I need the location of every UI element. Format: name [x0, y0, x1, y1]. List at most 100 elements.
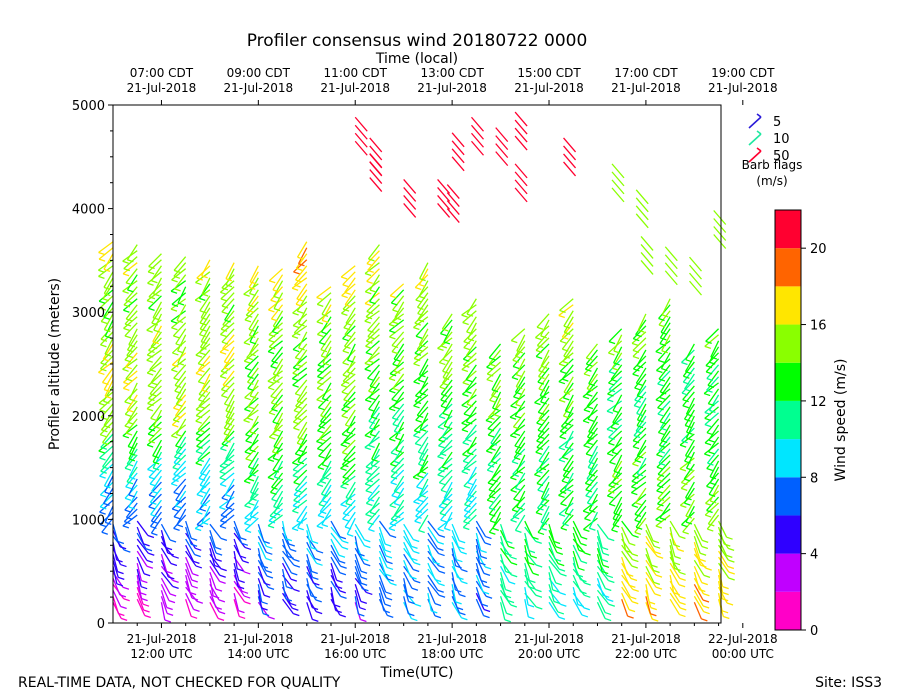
wind-barb — [669, 575, 675, 593]
wind-barb-flag — [513, 498, 520, 502]
wind-barb — [486, 361, 502, 375]
wind-barb-flag — [532, 536, 539, 540]
wind-barb-flag — [362, 558, 369, 562]
wind-barb-flag — [678, 584, 686, 588]
wind-barb — [442, 397, 453, 414]
wind-barb-flag — [560, 503, 567, 507]
wind-barb-flag — [413, 435, 420, 439]
wind-barb-flag — [343, 441, 350, 445]
wind-barb — [244, 307, 259, 321]
y-tick-label: 5000 — [72, 99, 105, 114]
wind-barb-flag — [636, 425, 644, 429]
wind-barb-flag — [702, 605, 710, 609]
wind-barb-flag — [414, 443, 422, 447]
wind-barb — [596, 602, 606, 619]
wind-barb — [540, 319, 550, 337]
wind-barb-flag — [104, 389, 111, 393]
wind-barb — [243, 349, 259, 362]
wind-barb-flag — [635, 526, 643, 530]
wind-barb — [684, 409, 695, 426]
wind-barb — [475, 592, 485, 610]
wind-barb-flag — [342, 482, 349, 486]
wind-barb-flag — [124, 497, 132, 501]
wind-barb-flag — [607, 453, 614, 457]
wind-barb — [294, 439, 308, 455]
wind-barb-flag — [368, 444, 375, 448]
wind-barb-flag — [679, 613, 686, 618]
wind-barb — [462, 346, 477, 360]
wind-barb-flag — [320, 414, 327, 419]
wind-barb — [196, 481, 211, 496]
wind-barb-flag — [336, 579, 343, 583]
wind-barb-flag — [707, 528, 714, 532]
wind-barb — [548, 559, 562, 575]
wind-barb-flag — [443, 425, 451, 429]
wind-barb — [175, 388, 187, 405]
wind-barb — [281, 562, 292, 580]
wind-barb — [247, 451, 259, 468]
legend-label: 5 — [773, 115, 781, 130]
wind-barb-flag — [443, 341, 451, 345]
wind-barb-flag — [365, 483, 372, 487]
wind-barb-flag — [222, 347, 229, 352]
wind-barb — [537, 361, 550, 377]
wind-barb-flag — [347, 359, 354, 363]
wind-barb — [136, 598, 146, 616]
wind-barb-flag — [606, 410, 614, 414]
wind-barb — [366, 250, 380, 265]
wind-barb — [151, 307, 162, 324]
wind-barb-flag — [555, 582, 562, 586]
wind-barb — [354, 132, 368, 148]
wind-barb-flag — [580, 560, 588, 564]
wind-barb — [463, 400, 477, 415]
wind-barb-flag — [411, 587, 419, 591]
x-tick-time: 16:00 UTC — [324, 647, 386, 661]
wind-barb — [475, 562, 482, 581]
wind-barb — [437, 517, 453, 530]
wind-barb — [427, 556, 440, 572]
wind-barb-flag — [175, 505, 182, 509]
wind-barb — [427, 532, 438, 549]
wind-barb — [465, 424, 477, 440]
wind-barb — [563, 161, 577, 177]
wind-barb-flag — [270, 491, 277, 495]
wind-barb — [150, 367, 162, 384]
wind-barb — [101, 367, 114, 383]
wind-barb — [199, 475, 211, 492]
wind-barb-flag — [708, 493, 716, 497]
wind-barb — [596, 548, 604, 566]
wind-barb — [636, 397, 647, 414]
wind-barb-flag — [492, 527, 499, 531]
wind-barb-flag — [461, 429, 469, 433]
wind-barb-flag — [125, 486, 132, 490]
wind-barb-flag — [608, 490, 615, 494]
wind-barb — [100, 433, 114, 448]
wind-barb-flag — [506, 612, 513, 616]
wind-barb — [438, 469, 453, 484]
wind-barb — [418, 328, 429, 345]
wind-barb — [201, 373, 211, 391]
wind-barb — [416, 460, 429, 477]
wind-barb — [267, 466, 283, 479]
wind-barb — [451, 584, 457, 603]
wind-barb — [291, 451, 308, 464]
wind-barb — [403, 535, 414, 552]
wind-barb-flag — [434, 578, 442, 583]
wind-barb-flag — [125, 282, 133, 286]
wind-barb-flag — [418, 295, 426, 300]
wind-barb-flag — [150, 501, 157, 505]
wind-barb — [292, 409, 308, 423]
wind-barb — [175, 484, 187, 501]
wind-barb — [635, 319, 647, 336]
wind-barb — [219, 340, 235, 353]
wind-barb-flag — [391, 302, 398, 306]
wind-barb-flag — [127, 421, 135, 425]
wind-barb-flag — [419, 344, 426, 348]
wind-barb — [343, 331, 356, 347]
wind-barb-flag — [220, 568, 227, 572]
wind-barb — [233, 538, 241, 557]
wind-barb-flag — [419, 458, 426, 462]
wind-barb — [122, 376, 138, 389]
wind-barb-flag — [389, 390, 396, 394]
wind-barb-flag — [709, 482, 717, 486]
